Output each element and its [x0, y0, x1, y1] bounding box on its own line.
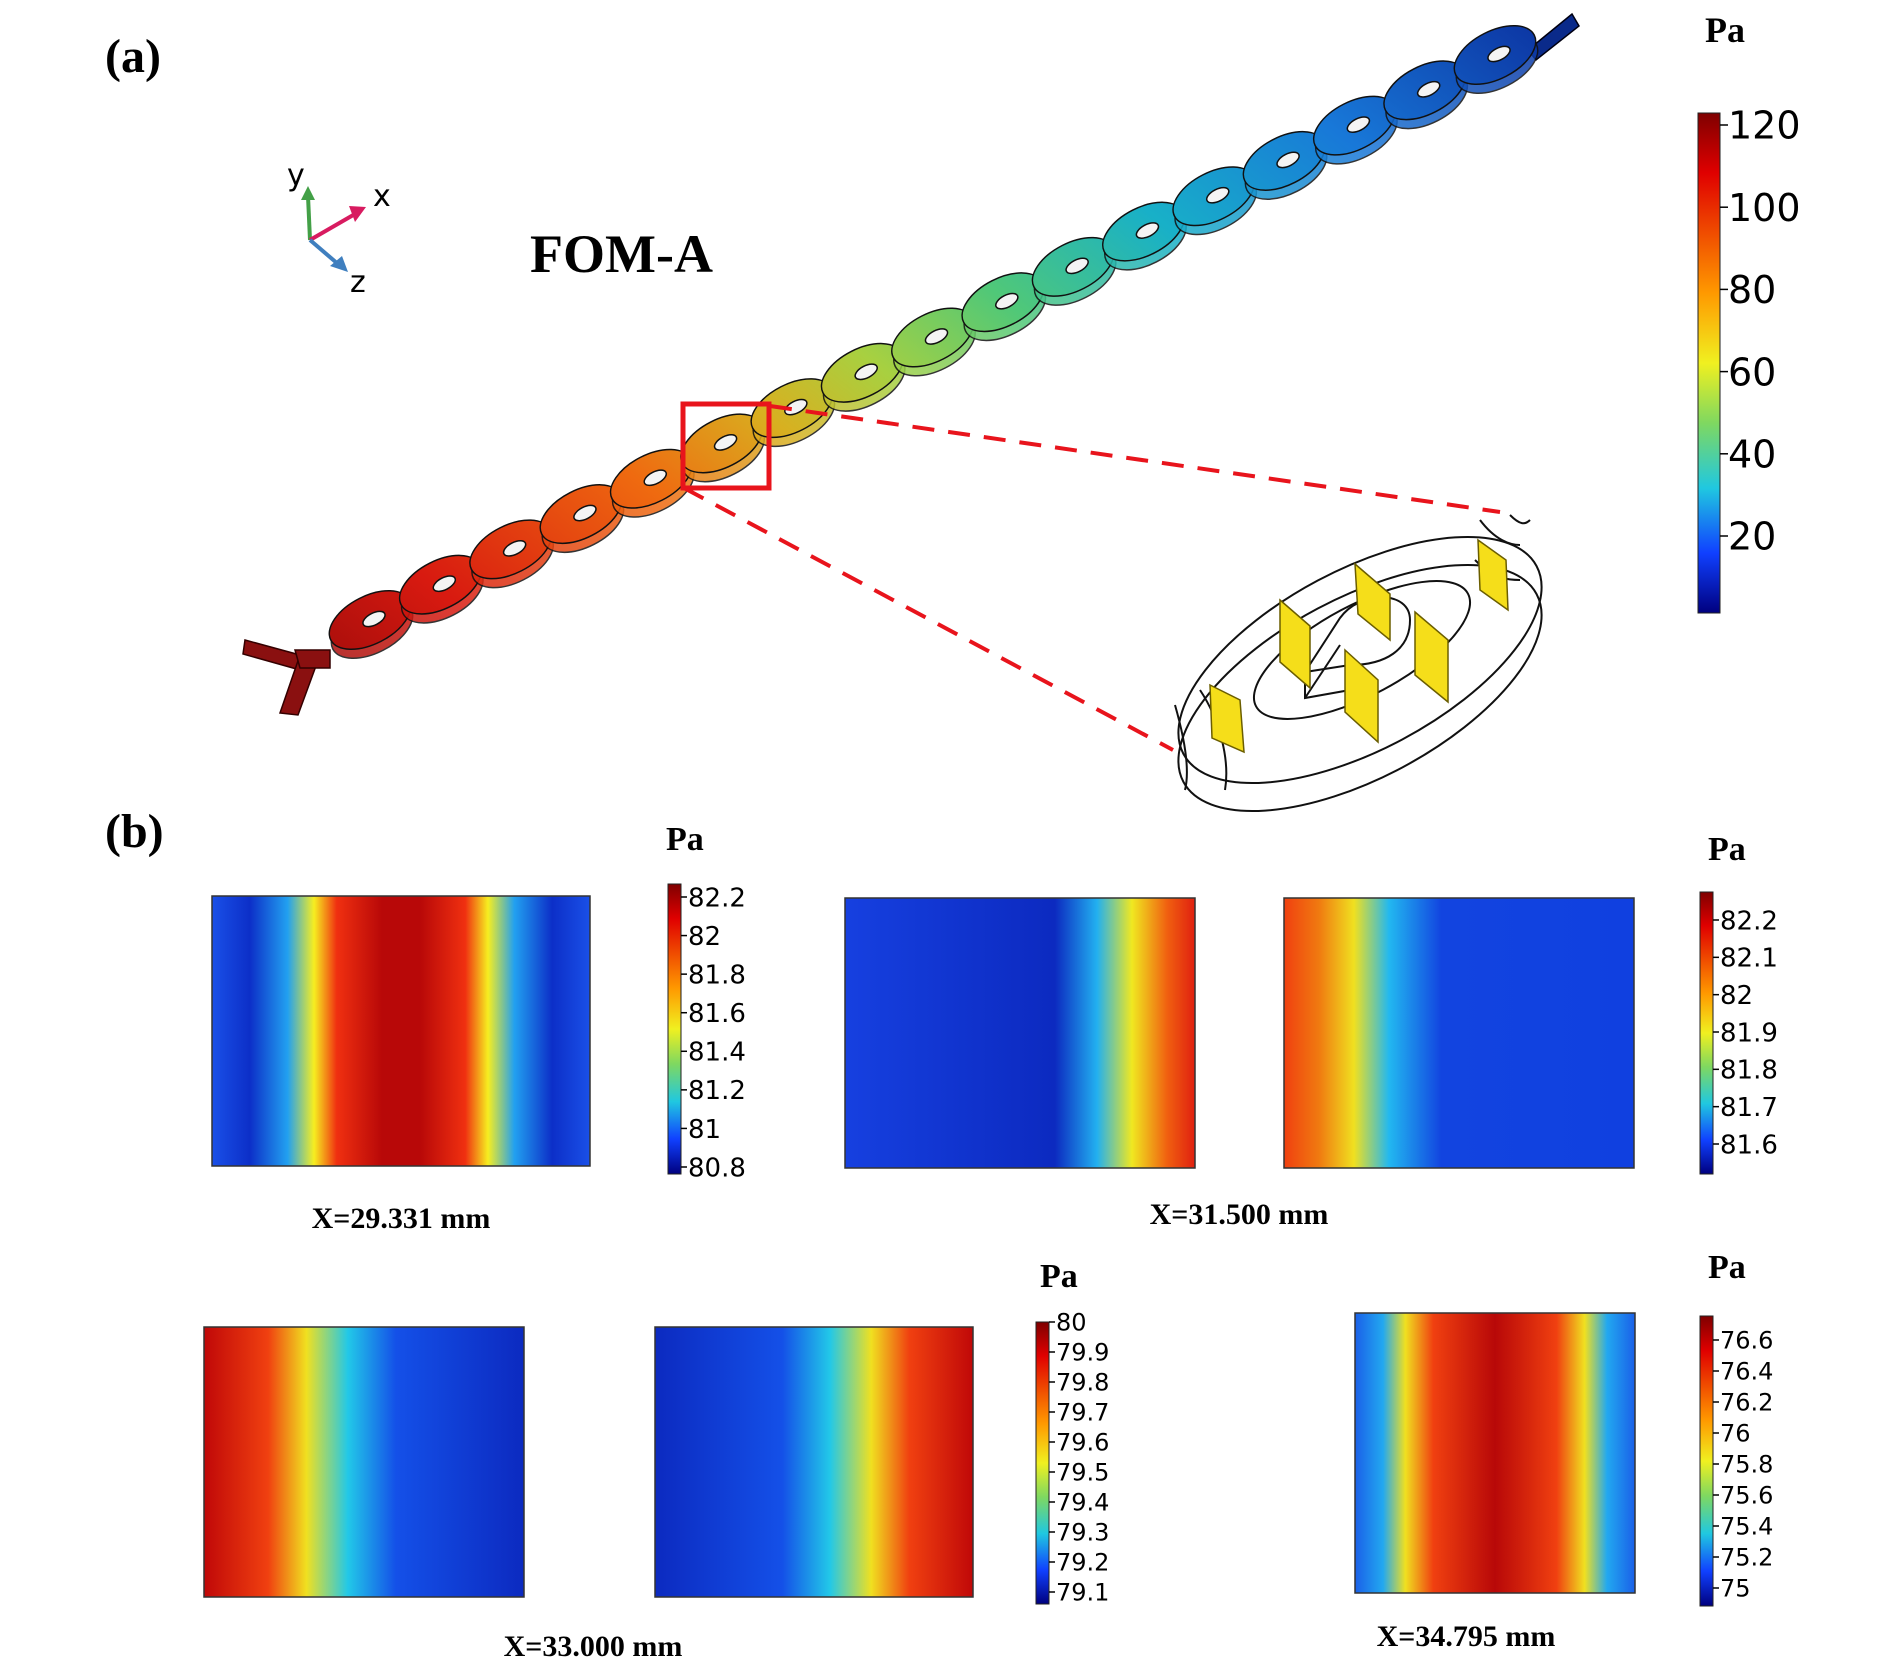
- colorbar-tick-label: 80: [1056, 1309, 1087, 1337]
- colorbar-tick-label: 81.7: [1720, 1093, 1778, 1123]
- colorbar-tick-label: 81.9: [1720, 1018, 1778, 1048]
- colorbar-tick-label: 120: [1728, 104, 1801, 148]
- colorbar-tick-label: 79.9: [1056, 1339, 1109, 1367]
- mixing-unit: [1453, 24, 1539, 95]
- axis-y-label: y: [287, 158, 305, 193]
- colorbar-tick-label: 75.8: [1720, 1451, 1773, 1479]
- axis-y-arrow: [306, 195, 312, 241]
- colorbar-tick-label: 79.2: [1056, 1549, 1109, 1577]
- colorbar-tick-label: 81: [688, 1115, 721, 1145]
- axis-z-label: z: [350, 265, 366, 300]
- zoom-box: [680, 401, 772, 491]
- colorbar-tick-label: 76.2: [1720, 1389, 1773, 1417]
- zoom-leader-bottom: [683, 486, 1174, 752]
- colorbar-tick-label: 20: [1728, 515, 1776, 559]
- colorbar-tick-label: 79.6: [1056, 1429, 1109, 1457]
- slice-1-map: [211, 895, 591, 1167]
- slice-1-colorbar-unit: Pa: [666, 821, 704, 858]
- colorbar-tick-label: 81.6: [688, 999, 746, 1029]
- mixing-unit: [1312, 95, 1398, 165]
- colorbar-tick-label: 76.4: [1720, 1358, 1773, 1386]
- slice-2-colorbar-unit: Pa: [1708, 831, 1746, 868]
- colorbar-tick-label: 79.3: [1056, 1519, 1109, 1547]
- colorbar-tick-label: 82.2: [1720, 906, 1778, 936]
- colorbar-tick-label: 81.4: [688, 1038, 746, 1068]
- colorbar-tick-label: 76: [1720, 1420, 1751, 1448]
- panel-b-label: (b): [105, 805, 164, 858]
- colorbar-tick-label: 82.2: [688, 883, 746, 913]
- colorbar-tick-label: 81.8: [688, 961, 746, 991]
- slice-4-colorbar-unit: Pa: [1708, 1249, 1746, 1286]
- colorbar-tick-label: 80.8: [688, 1153, 746, 1183]
- mixing-unit: [1101, 201, 1187, 271]
- slice-3: X=33.000 mm Pa 8079.979.879.779.679.579.…: [203, 1258, 1109, 1663]
- colorbar-tick-label: 75.4: [1720, 1513, 1773, 1541]
- colorbar-tick-label: 81.6: [1720, 1130, 1778, 1160]
- slice-2: X=31.500 mm Pa 82.2 82.1 82 81.9 81.8 81.7 81.…: [844, 831, 1778, 1231]
- mixing-unit: [609, 448, 695, 518]
- axis-x-head: [349, 206, 366, 222]
- slice-2-map-left: [844, 897, 1196, 1169]
- main-colorbar-unit: Pa: [1705, 10, 1745, 50]
- main-colorbar: Pa 120 100 80 60 40 20: [1697, 10, 1801, 614]
- y-inlet: [242, 639, 331, 716]
- colorbar-tick-label: 81.8: [1720, 1056, 1778, 1086]
- axis-y-head: [301, 186, 315, 200]
- axis-x-arrow: [308, 212, 357, 242]
- axis-x-label: x: [373, 179, 391, 214]
- slice-3-map-left: [203, 1326, 525, 1598]
- slice-4-colorbar: [1699, 1315, 1714, 1607]
- axis-z-arrow: [308, 238, 340, 266]
- mixing-unit: [1383, 60, 1469, 130]
- colorbar-tick-label: 75: [1720, 1575, 1751, 1603]
- colorbar-tick-label: 82.1: [1720, 944, 1778, 974]
- micromixer-chain: [242, 12, 1580, 716]
- mixing-unit: [1031, 236, 1117, 306]
- mixing-unit: [961, 272, 1047, 342]
- mixing-unit: [398, 554, 484, 624]
- slice-3-caption: X=33.000 mm: [504, 1630, 683, 1663]
- baffles: [1209, 538, 1509, 754]
- slice-1-colorbar: [667, 883, 682, 1175]
- colorbar-tick-label: 79.5: [1056, 1459, 1109, 1487]
- mixing-unit: [1172, 166, 1258, 236]
- slice-2-map-right: [1283, 897, 1635, 1169]
- colorbar-tick-label: 40: [1728, 432, 1776, 476]
- colorbar-tick-label: 82: [688, 922, 721, 952]
- slice-3-colorbar-unit: Pa: [1040, 1258, 1078, 1295]
- axis-z-head: [330, 256, 348, 272]
- colorbar-tick-label: 80: [1728, 268, 1776, 312]
- slice-1-caption: X=29.331 mm: [312, 1202, 491, 1235]
- slice-4: X=34.795 mm Pa 76.6 76.4 76.2 76 75.8 75.6 75.…: [1354, 1249, 1773, 1653]
- slice-2-colorbar: [1699, 891, 1714, 1175]
- mixing-unit: [680, 413, 766, 483]
- colorbar-tick-label: 76.6: [1720, 1327, 1773, 1355]
- colorbar-tick-label: 75.2: [1720, 1544, 1773, 1572]
- slice-4-caption: X=34.795 mm: [1377, 1620, 1556, 1653]
- panel-a-title: FOM-A: [530, 224, 713, 284]
- colorbar-tick-label: 100: [1728, 186, 1801, 230]
- colorbar-tick-label: 79.1: [1056, 1579, 1109, 1607]
- colorbar-tick-label: 79.4: [1056, 1489, 1109, 1517]
- colorbar-tick-label: 82: [1720, 981, 1753, 1011]
- colorbar-tick-label: 81.2: [688, 1076, 746, 1106]
- mixing-unit: [1242, 130, 1328, 200]
- colorbar-tick-label: 79.7: [1056, 1399, 1109, 1427]
- slice-3-map-right: [654, 1326, 974, 1598]
- panel-a-label: (a): [105, 30, 161, 83]
- colorbar-tick-label: 75.6: [1720, 1482, 1773, 1510]
- mixing-unit: [820, 342, 906, 412]
- slice-3-colorbar: [1035, 1321, 1050, 1605]
- colorbar-tick-label: 60: [1728, 350, 1776, 394]
- slice-1: X=29.331 mm Pa 82.2 82 81.8 81.6 81.4 81.2 81 8…: [211, 821, 746, 1235]
- zoom-leader-top: [769, 404, 1501, 514]
- colorbar-tick-label: 79.8: [1056, 1369, 1109, 1397]
- slice-2-caption: X=31.500 mm: [1150, 1198, 1329, 1231]
- slice-4-map: [1354, 1312, 1636, 1594]
- axis-triad: y x z: [287, 158, 391, 300]
